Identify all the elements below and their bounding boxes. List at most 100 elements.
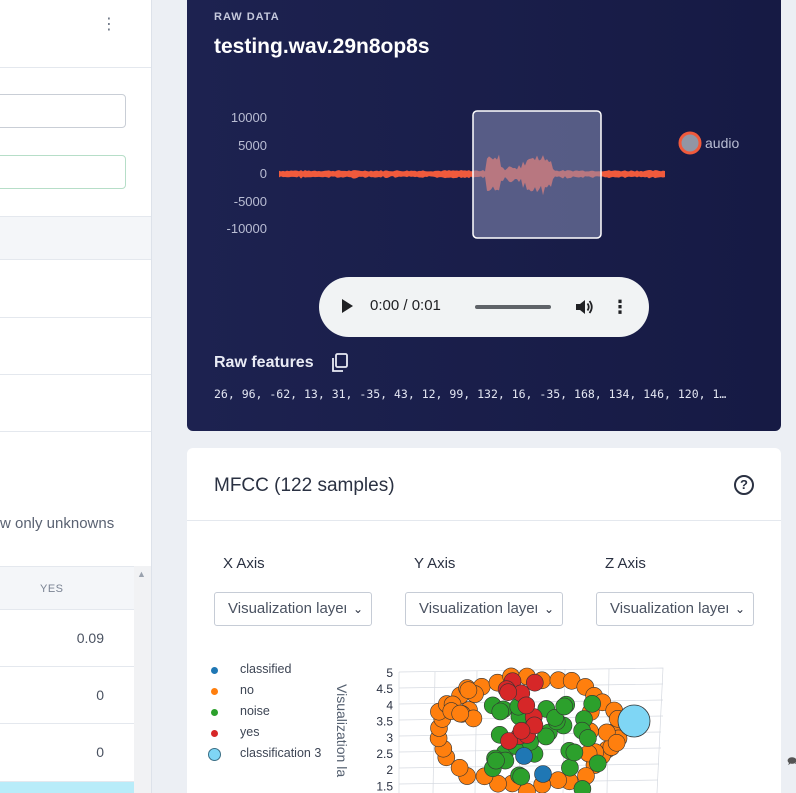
scatter-point-noise [537,727,555,746]
y-axis-selected: Visualization layer 2 [419,600,537,617]
seek-slider[interactable] [475,305,551,309]
legend-label: classified [240,662,292,676]
scatter-point-noise [487,751,505,770]
x-axis-label: X Axis [223,555,265,572]
table-row[interactable]: 0 [0,667,134,724]
scatter-point-no [450,759,469,777]
y-tick-label: 10000 [231,110,267,125]
scatter-point-yes [525,673,544,692]
legend-dot [211,667,218,674]
cell-yes: 0.09 [76,630,104,646]
x-axis-selected: Visualization layer 1 [228,600,346,617]
player-more-icon[interactable]: ⋮ [611,297,629,317]
cell-yes: 0 [96,744,104,760]
help-icon[interactable]: ? [734,475,754,495]
left-panel: ⋮ w only unknowns YES ▲ 0.09 0 0 [0,0,152,793]
x-axis-select[interactable]: Visualization layer 1 ⌄ [214,592,372,626]
legend-label: noise [240,704,270,718]
table-row[interactable]: 0.09 [0,610,134,667]
scatter-point-no [607,734,626,752]
sample-title: testing.wav.29n8op8s [214,35,430,58]
audio-series [279,154,665,196]
search-input[interactable] [0,155,126,189]
y-tick-label: 0 [260,166,267,181]
copy-icon[interactable] [331,353,349,373]
scatter-point-classified [515,747,533,765]
column-header-yes[interactable]: YES [40,583,64,595]
selected-table-row[interactable] [0,782,134,793]
feedback-icon[interactable]: 🗪 [787,754,796,768]
filter-input[interactable] [0,94,126,128]
legend-label: no [240,683,254,697]
legend-audio-label[interactable]: audio [705,135,739,151]
scatter-point-noise [512,767,531,786]
list-divider [0,317,151,318]
z-tick-label: 3 [386,731,393,745]
scatter-point-noise [561,758,579,777]
waveform-area [279,154,665,196]
show-only-unknowns-label[interactable]: w only unknowns [0,515,115,532]
raw-data-kicker: RAW DATA [214,11,280,23]
play-icon[interactable] [342,299,353,313]
scatter-point-no [459,681,478,700]
scatter-point-classification-3 [617,704,651,738]
legend-dot [211,688,218,695]
audio-player[interactable]: 0:00 / 0:01 ⋮ [319,277,649,337]
more-options-icon[interactable]: ⋮ [101,16,117,33]
waveform-chart[interactable]: 10000 5000 0 -5000 -10000 audio [187,90,781,260]
legend-dot [211,709,218,716]
raw-features-label: Raw features [214,354,314,371]
mfcc-3d-scatter[interactable]: Visualization la 5 4.5 4 3.5 3 2.5 2 1.5 [187,648,781,793]
z-axis-selected: Visualization layer 3 [610,600,728,617]
y-axis-label: Y Axis [414,555,456,572]
scatter-point-yes [517,696,536,715]
z-tick-label: 5 [386,666,393,680]
window-selection[interactable] [472,110,602,239]
z-tick-label: 2 [386,763,393,777]
z-tick-label: 1.5 [376,779,393,793]
scatter-point-no [451,704,470,723]
raw-features-values: 26, 96, -62, 13, 31, -35, 43, 12, 99, 13… [214,387,727,401]
raw-data-card: RAW DATA testing.wav.29n8op8s 10000 5000… [187,0,781,431]
scatter-point-noise [555,697,574,716]
scroll-up-icon[interactable]: ▲ [137,569,146,579]
volume-icon[interactable] [573,296,595,318]
chevron-down-icon: ⌄ [543,602,554,616]
chevron-down-icon: ⌄ [352,602,363,616]
scatter-point-yes [499,683,518,702]
legend-dot [208,748,221,761]
list-divider [0,374,151,375]
legend-dot [211,730,218,737]
y-tick-label: -10000 [227,221,267,236]
z-tick-label: 3.5 [376,715,393,729]
y-axis-select[interactable]: Visualization layer 2 ⌄ [405,592,563,626]
scatter-point-noise [579,729,597,747]
z-axis-label: Z Axis [605,555,646,572]
cell-yes: 0 [96,687,104,703]
z-axis-select[interactable]: Visualization layer 3 ⌄ [596,592,754,626]
scatter-point-yes [512,722,531,740]
y-tick-label: -5000 [234,194,267,209]
scrollbar[interactable] [134,566,151,793]
divider [0,67,151,68]
z-tick-label: 4 [386,698,393,712]
mfcc-title: MFCC (122 samples) [214,475,395,496]
playback-time: 0:00 / 0:01 [370,297,441,314]
scatter-point-noise [588,754,607,773]
scatter-point-classified [534,765,552,783]
legend-label: classification 3 [240,746,322,760]
scatter-points [429,667,651,793]
divider [187,520,781,521]
z-tick-label: 2.5 [376,747,393,761]
y-tick-label: 5000 [238,138,267,153]
z-axis-title: Visualization la [334,684,350,777]
legend-audio-marker[interactable] [678,131,702,155]
scatter-point-noise [573,780,592,793]
scatter-point-noise [565,743,584,762]
scatter-point-noise [583,694,602,713]
z-axis-ticks: 5 4.5 4 3.5 3 2.5 2 1.5 [376,666,393,793]
table-header: YES [0,566,151,610]
scatter-point-noise [491,702,510,721]
mfcc-card: MFCC (122 samples) ? X Axis Y Axis Z Axi… [187,448,781,793]
table-row[interactable]: 0 [0,724,134,782]
